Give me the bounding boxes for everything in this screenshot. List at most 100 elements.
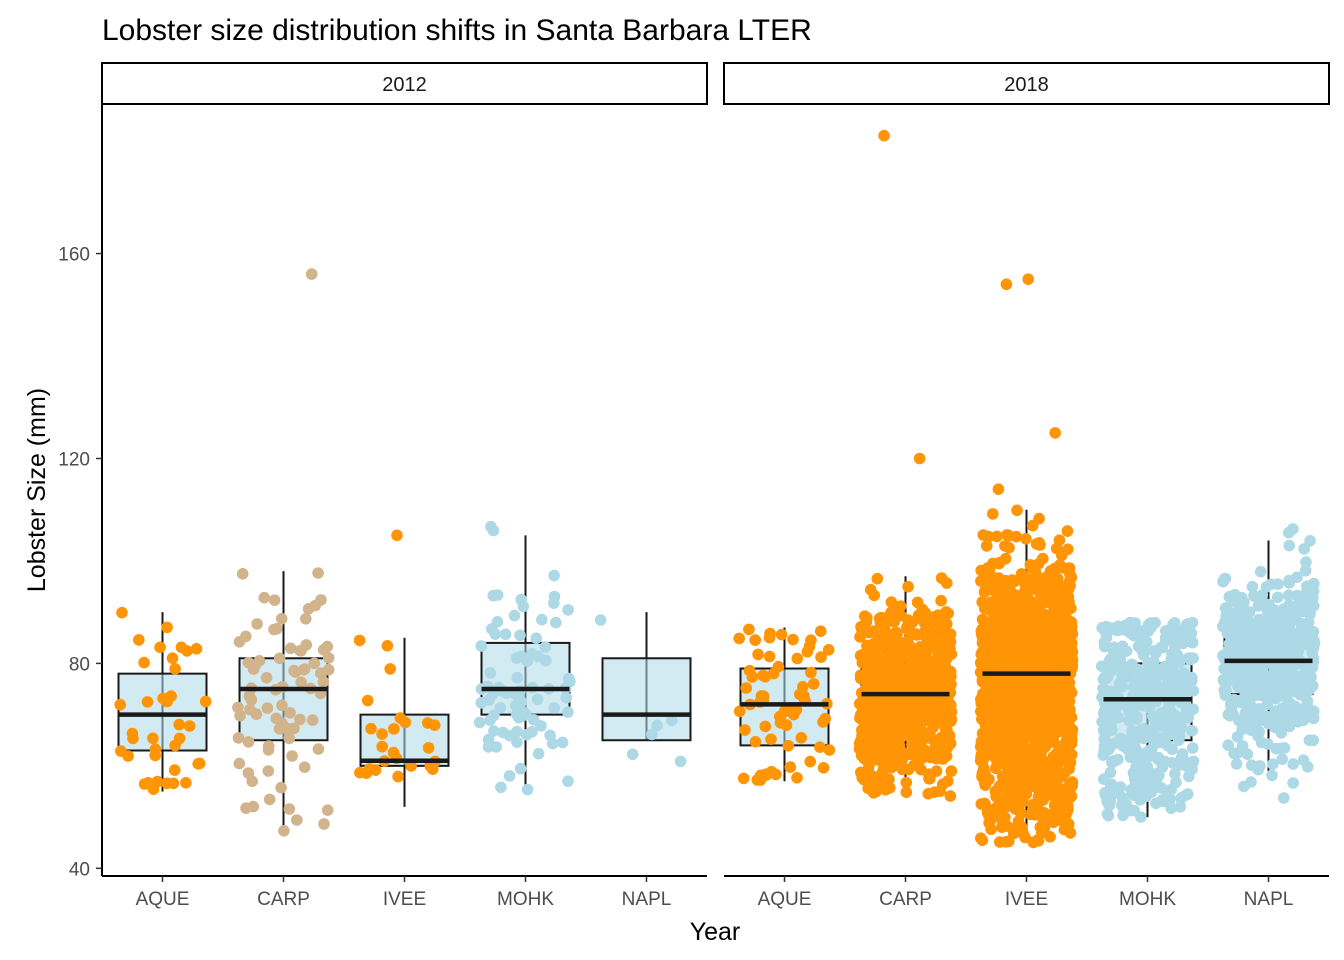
data-point [166,652,179,664]
data-point [1004,644,1017,657]
data-point [1235,672,1248,685]
data-point [312,743,325,755]
data-point [1282,669,1295,682]
data-point [1230,758,1243,770]
facet-label: 2012 [382,74,427,96]
data-point [1065,621,1078,633]
data-point [1255,736,1268,749]
data-point [263,793,276,806]
data-point [904,747,917,760]
data-point [273,652,286,665]
data-point [183,720,196,732]
data-point [998,677,1011,690]
data-point [1245,709,1258,722]
data-point [1151,767,1164,780]
data-point [1002,529,1015,542]
data-point [938,621,950,633]
data-point [1102,625,1114,637]
data-point [757,669,769,682]
y-axis: 40 80 120 160 [58,105,103,880]
data-point [1054,674,1066,687]
data-point [154,641,166,654]
box-group-ivee [974,273,1079,849]
data-point [1272,578,1284,590]
data-point [646,728,658,741]
data-point [353,634,366,647]
data-point [1155,707,1167,719]
data-point [1097,724,1110,736]
points [353,529,442,783]
points [473,520,576,796]
data-point [283,732,296,745]
data-point [1127,681,1140,694]
data-point [945,713,958,725]
data-point [388,723,400,735]
data-point [361,694,374,707]
data-point [1057,562,1069,574]
data-point [312,567,324,579]
data-point [922,788,935,800]
data-point [989,729,1001,741]
data-point [1027,836,1040,849]
data-point [484,667,497,679]
data-point [1228,747,1240,760]
data-point [1253,725,1265,738]
data-point [1100,738,1112,751]
data-point [322,652,335,664]
data-point [260,672,273,684]
data-point [919,647,931,659]
data-point [1011,820,1023,833]
box-group-mohk [1095,616,1200,823]
data-point [782,705,795,717]
data-point [1276,753,1288,765]
data-point [1027,776,1039,788]
data-point [115,745,127,757]
data-point [819,712,831,725]
data-point [774,717,787,729]
data-point [815,651,827,663]
data-point [906,731,919,744]
data-point [560,692,572,704]
data-point [1098,707,1110,720]
data-point [915,744,927,757]
data-point [884,782,896,794]
data-point [1106,653,1119,665]
data-point [807,678,820,690]
data-point [1050,769,1062,782]
data-point [1148,655,1160,668]
data-point [321,640,334,653]
data-point [242,736,255,748]
data-point [984,694,996,706]
data-point [991,530,1003,543]
data-point [996,814,1008,827]
data-point [488,709,500,722]
outlier-point [878,129,890,142]
data-point [1283,574,1295,587]
data-point [1017,723,1030,735]
data-point [1169,768,1181,780]
data-point [805,666,817,679]
data-point [138,656,150,669]
data-point [1038,822,1051,834]
data-point [521,783,534,796]
data-point [1055,744,1068,756]
data-point [916,707,929,720]
data-point [1037,707,1049,719]
points [594,614,687,768]
box-group-napl [594,612,692,768]
data-point [795,732,808,744]
facet-strip [101,62,708,105]
data-point [1181,702,1193,714]
data-point [1123,714,1135,727]
data-point [1141,674,1154,686]
data-point [978,776,991,789]
data-point [1169,647,1182,659]
data-point [1174,801,1187,813]
data-point [548,569,560,582]
data-point [900,776,913,789]
outlier-point [992,483,1005,496]
data-point [503,770,516,782]
data-point [475,640,488,652]
data-point [487,524,500,537]
data-point [1044,696,1056,709]
